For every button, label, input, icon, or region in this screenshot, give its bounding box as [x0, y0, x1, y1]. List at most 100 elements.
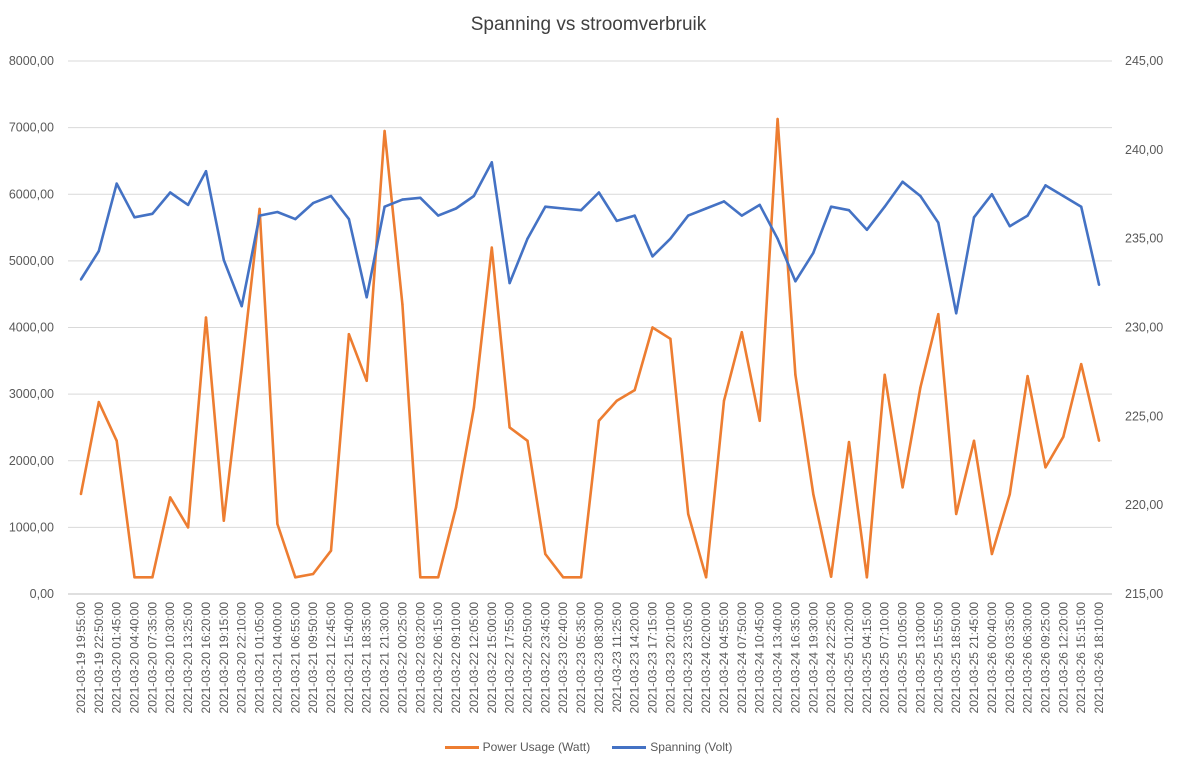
voltage-point [740, 214, 744, 217]
x-tick-label: 2021-03-26 15:15:00 [1074, 602, 1088, 714]
voltage-point [222, 258, 226, 262]
x-tick-label: 2021-03-25 15:55:00 [931, 602, 945, 714]
legend-item-power[interactable]: Power Usage (Watt) [444, 740, 591, 754]
x-tick-label: 2021-03-21 15:40:00 [342, 602, 356, 714]
x-tick-label: 2021-03-25 21:45:00 [967, 602, 981, 714]
power-usage-point [633, 388, 636, 392]
voltage-point [258, 214, 261, 217]
voltage-point [419, 196, 422, 200]
voltage-point [365, 296, 368, 299]
power-usage-point [883, 373, 886, 377]
right-axis-ticks: 215,00 220,00 225,00 230,00 235,00 240,00 245,… [1125, 54, 1163, 601]
x-tick-label: 2021-03-22 00:25:00 [395, 602, 409, 714]
voltage-point [812, 251, 815, 255]
x-tick-label: 2021-03-22 09:10:00 [449, 602, 463, 714]
voltage-point [937, 221, 940, 224]
power-usage-point [704, 576, 708, 579]
voltage-point [472, 194, 476, 198]
voltage-point [311, 201, 315, 205]
power-usage-point [740, 330, 744, 334]
voltage-point [829, 205, 833, 208]
x-tick-label: 2021-03-22 15:00:00 [485, 602, 499, 714]
voltage-point [776, 237, 779, 240]
voltage-point [454, 207, 458, 210]
right-tick-label: 240,00 [1125, 143, 1163, 157]
x-tick-label: 2021-03-24 22:25:00 [824, 602, 838, 714]
voltage-point [169, 191, 172, 194]
right-tick-label: 220,00 [1125, 498, 1163, 512]
x-tick-label: 2021-03-23 05:35:00 [574, 602, 588, 714]
x-tick-label: 2021-03-22 20:50:00 [520, 602, 534, 714]
voltage-point [1062, 194, 1065, 198]
legend-label-voltage: Spanning (Volt) [650, 740, 733, 754]
x-tick-label: 2021-03-20 22:10:00 [235, 602, 249, 714]
x-tick-label: 2021-03-26 06:30:00 [1021, 602, 1035, 714]
power-usage-point [383, 129, 386, 133]
voltage-point [615, 219, 618, 223]
x-tick-label: 2021-03-24 10:45:00 [753, 602, 767, 714]
power-usage-point [240, 367, 243, 371]
power-usage-point [758, 419, 761, 422]
power-usage-point [436, 576, 440, 579]
x-tick-label: 2021-03-24 16:35:00 [788, 602, 802, 714]
power-usage-point [204, 316, 208, 319]
power-usage-point [1008, 492, 1011, 496]
x-tick-label: 2021-03-24 04:55:00 [717, 602, 731, 714]
power-usage-point [169, 496, 172, 499]
voltage-point [294, 217, 297, 221]
voltage-point [151, 212, 154, 215]
x-tick-label: 2021-03-25 04:15:00 [860, 602, 874, 714]
x-tick-label: 2021-03-20 07:35:00 [145, 602, 159, 714]
x-tick-label: 2021-03-21 12:45:00 [324, 602, 338, 714]
left-tick-label: 3000,00 [9, 387, 54, 401]
left-tick-label: 7000,00 [9, 121, 54, 135]
voltage-point [329, 194, 333, 198]
x-tick-label: 2021-03-23 02:40:00 [556, 602, 570, 714]
power-usage-point [1097, 439, 1101, 442]
legend-swatch-power [444, 745, 479, 749]
x-tick-label: 2021-03-20 10:30:00 [163, 602, 177, 714]
power-usage-point [562, 576, 565, 579]
x-tick-label: 2021-03-26 18:10:00 [1092, 602, 1106, 714]
x-tick-label: 2021-03-22 03:20:00 [413, 602, 427, 714]
power-usage-point [472, 406, 476, 409]
voltage-point [901, 180, 904, 184]
x-tick-label: 2021-03-20 16:20:00 [199, 602, 213, 714]
x-tick-label: 2021-03-21 18:35:00 [360, 602, 374, 714]
power-usage-point [365, 379, 368, 382]
voltage-point [633, 214, 636, 217]
right-tick-label: 245,00 [1125, 54, 1163, 68]
x-tick-label: 2021-03-23 11:25:00 [610, 602, 624, 713]
voltage-point [276, 210, 279, 214]
power-usage-point [115, 439, 118, 442]
voltage-point [79, 278, 83, 281]
power-usage-point [651, 326, 654, 329]
power-usage-point [222, 519, 226, 522]
voltage-point [865, 228, 869, 231]
left-tick-label: 2000,00 [9, 454, 54, 468]
power-usage-point [454, 506, 458, 509]
power-usage-point [812, 492, 815, 496]
x-tick-label: 2021-03-19 19:55:00 [74, 602, 88, 714]
voltage-point [597, 191, 601, 194]
x-tick-label: 2021-03-25 01:20:00 [842, 602, 856, 714]
voltage-point [1008, 225, 1011, 228]
voltage-point [115, 182, 118, 185]
power-usage-point [829, 575, 833, 578]
legend-label-power: Power Usage (Watt) [482, 740, 591, 754]
power-usage-point [151, 576, 154, 579]
left-tick-label: 0,00 [30, 587, 54, 601]
voltage-point [97, 249, 100, 253]
legend: Power Usage (Watt) Spanning (Volt) [0, 740, 1177, 754]
power-usage-point [669, 337, 672, 341]
voltage-point [722, 200, 726, 203]
legend-item-voltage[interactable]: Spanning (Volt) [612, 740, 732, 754]
x-tick-label: 2021-03-26 09:25:00 [1038, 602, 1052, 714]
voltage-point [204, 169, 208, 173]
x-tick-label: 2021-03-21 06:55:00 [288, 602, 302, 714]
power-usage-point [1044, 466, 1047, 469]
x-tick-label: 2021-03-20 04:40:00 [128, 602, 142, 714]
x-tick-label: 2021-03-22 23:45:00 [538, 602, 552, 714]
power-usage-point [419, 576, 422, 579]
power-usage-point [615, 399, 618, 402]
